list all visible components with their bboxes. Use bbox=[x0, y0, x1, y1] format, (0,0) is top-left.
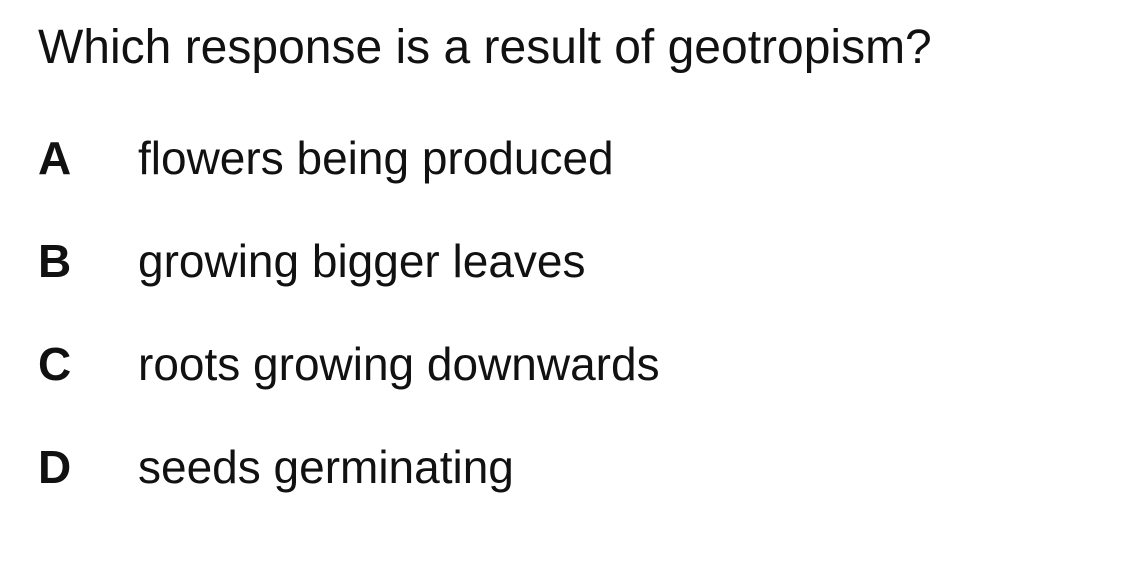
option-label: roots growing downwards bbox=[138, 338, 660, 390]
option-letter: B bbox=[38, 235, 72, 287]
answer-options: A flowers being produced B growing bigge… bbox=[38, 130, 1098, 542]
option-letter: D bbox=[38, 441, 72, 493]
option-label: flowers being produced bbox=[138, 132, 614, 184]
option-label: growing bigger leaves bbox=[138, 235, 586, 287]
option-letter: C bbox=[38, 338, 72, 390]
option-c[interactable]: C roots growing downwards bbox=[38, 336, 1098, 439]
option-a[interactable]: A flowers being produced bbox=[38, 130, 1098, 233]
question-text: Which response is a result of geotropism… bbox=[38, 21, 932, 74]
option-d[interactable]: D seeds germinating bbox=[38, 439, 1098, 542]
option-b[interactable]: B growing bigger leaves bbox=[38, 233, 1098, 336]
option-label: seeds germinating bbox=[138, 441, 514, 493]
option-letter: A bbox=[38, 132, 72, 184]
